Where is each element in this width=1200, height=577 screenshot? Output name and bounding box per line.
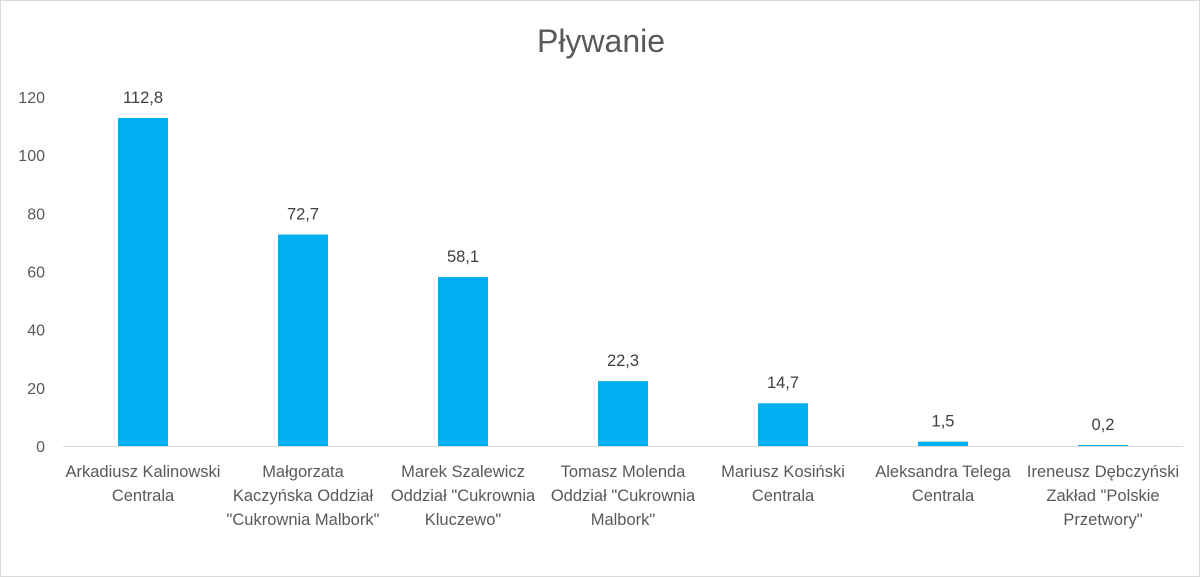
data-label: 72,7	[287, 206, 319, 224]
y-tick-label: 80	[27, 206, 45, 223]
y-tick-label: 20	[27, 381, 45, 398]
bar	[118, 117, 168, 446]
y-tick-label: 0	[36, 439, 45, 456]
data-label: 22,3	[607, 352, 639, 370]
y-tick-label: 100	[18, 148, 45, 165]
data-label: 58,1	[447, 248, 479, 266]
bar	[1078, 445, 1128, 446]
category-label: Mariusz Kosiński Centrala	[721, 463, 845, 505]
y-tick-label: 120	[18, 90, 45, 107]
y-tick-label: 60	[27, 265, 45, 282]
bar	[598, 381, 648, 446]
bar	[438, 277, 488, 446]
category-label: Arkadiusz Kalinowski Centrala	[65, 463, 221, 505]
category-label: Małgorzata Kaczyńska Oddział "Cukrownia …	[226, 463, 380, 529]
category-label: Tomasz Molenda Oddział "Cukrownia Malbor…	[550, 463, 696, 529]
bar	[278, 234, 328, 446]
category-label: Ireneusz Dębczyński Zakład "Polskie Prze…	[1026, 463, 1180, 529]
chart-title: Pływanie	[536, 23, 666, 59]
data-label: 0,2	[1092, 416, 1115, 434]
category-label: Aleksandra Telega Centrala	[875, 463, 1011, 505]
data-label: 112,8	[123, 89, 163, 107]
data-label: 14,7	[767, 374, 799, 392]
bar	[918, 441, 968, 446]
y-tick-label: 40	[27, 323, 45, 340]
data-label: 1,5	[932, 413, 955, 431]
bar	[758, 403, 808, 446]
category-label: Marek Szalewicz Oddział "Cukrownia Klucz…	[390, 463, 536, 529]
